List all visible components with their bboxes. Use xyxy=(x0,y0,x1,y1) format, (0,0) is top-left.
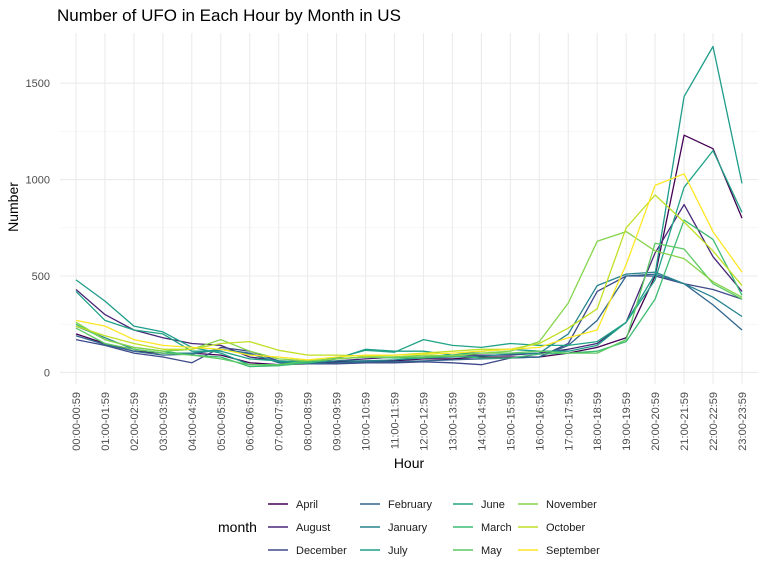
x-tick-label: 03:00-03:59 xyxy=(158,392,170,451)
x-tick-label: 00:00-00:59 xyxy=(71,392,83,451)
legend-label-august: August xyxy=(296,522,330,534)
legend-label-june: June xyxy=(481,499,505,511)
legend-label-january: January xyxy=(388,522,428,534)
x-tick-label: 02:00-02:59 xyxy=(129,392,141,451)
legend-label-february: February xyxy=(388,499,433,511)
legend-label-october: October xyxy=(546,522,585,534)
series-line-may xyxy=(75,242,743,366)
legend: month April August December February January… xyxy=(218,499,600,557)
x-tick-label: 01:00-01:59 xyxy=(100,392,112,451)
y-tick-label: 1000 xyxy=(26,175,50,187)
series-line-july xyxy=(75,45,743,366)
x-tick-label: 08:00-08:59 xyxy=(303,392,315,451)
series-line-january xyxy=(75,271,743,364)
x-tick-label: 11:00-11:59 xyxy=(390,392,402,449)
chart-title: Number of UFO in Each Hour by Month in U… xyxy=(57,6,401,25)
y-tick-label: 0 xyxy=(44,367,50,379)
legend-label-march: March xyxy=(481,522,512,534)
x-tick-label: 04:00-04:59 xyxy=(187,392,199,451)
plot-panel xyxy=(60,33,758,384)
x-tick-label: 06:00-06:59 xyxy=(245,392,257,451)
legend-label-november: November xyxy=(546,499,597,511)
legend-label-september: September xyxy=(546,545,600,557)
legend-label-april: April xyxy=(296,499,318,511)
x-tick-label: 09:00-09:59 xyxy=(332,392,344,451)
y-axis-title: Number xyxy=(5,182,21,232)
x-tick-label: 20:00-20:59 xyxy=(650,392,662,451)
x-tick-label: 14:00-14:59 xyxy=(476,392,488,451)
series-line-april xyxy=(75,134,743,366)
x-tick-label: 22:00-22:59 xyxy=(708,392,720,451)
x-tick-label: 05:00-05:59 xyxy=(216,392,228,451)
x-tick-label: 19:00-19:59 xyxy=(621,392,633,451)
legend-label-july: July xyxy=(388,545,408,557)
x-tick-label: 13:00-13:59 xyxy=(447,392,459,451)
x-tick-label: 10:00-10:59 xyxy=(361,392,373,451)
y-tick-label: 500 xyxy=(32,271,50,283)
x-tick-labels: 00:00-00:59 01:00-01:59 02:00-02:59 03:00-0… xyxy=(71,392,749,451)
series-line-june xyxy=(75,149,743,363)
x-tick-label: 17:00-17:59 xyxy=(563,392,575,451)
x-tick-label: 07:00-07:59 xyxy=(274,392,286,451)
x-tick-label: 12:00-12:59 xyxy=(418,392,430,451)
legend-title: month xyxy=(218,519,257,535)
y-tick-label: 1500 xyxy=(26,78,50,90)
legend-label-may: May xyxy=(481,545,502,557)
x-axis-title: Hour xyxy=(394,455,425,471)
series-line-september xyxy=(75,173,743,361)
x-tick-label: 15:00-15:59 xyxy=(505,392,517,451)
x-tick-label: 21:00-21:59 xyxy=(679,392,691,451)
x-tick-label: 18:00-18:59 xyxy=(592,392,604,451)
x-tick-label: 16:00-16:59 xyxy=(534,392,546,451)
x-tick-label: 23:00-23:59 xyxy=(737,392,749,451)
y-tick-labels: 0 500 1000 1500 xyxy=(26,78,50,379)
legend-label-december: December xyxy=(296,545,347,557)
